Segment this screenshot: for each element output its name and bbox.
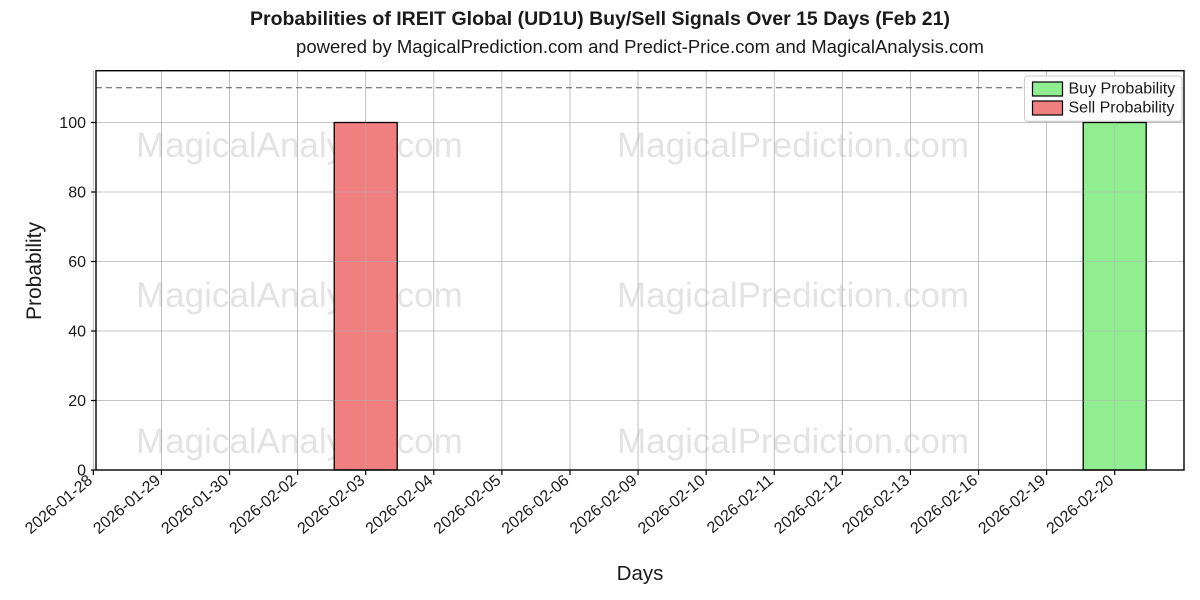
svg-text:2026-02-13: 2026-02-13 bbox=[839, 472, 913, 538]
svg-text:MagicalAnalysis.com: MagicalAnalysis.com bbox=[136, 276, 463, 315]
svg-text:40: 40 bbox=[68, 324, 86, 341]
svg-text:2026-01-28: 2026-01-28 bbox=[22, 472, 96, 538]
svg-text:Buy Probability: Buy Probability bbox=[1069, 81, 1176, 98]
svg-text:100: 100 bbox=[59, 115, 86, 132]
svg-text:2026-02-02: 2026-02-02 bbox=[227, 472, 301, 538]
svg-text:MagicalPrediction.com: MagicalPrediction.com bbox=[617, 276, 969, 315]
svg-text:2026-02-03: 2026-02-03 bbox=[295, 472, 369, 538]
svg-text:MagicalAnalysis.com: MagicalAnalysis.com bbox=[136, 126, 463, 165]
svg-text:60: 60 bbox=[68, 254, 86, 271]
svg-text:20: 20 bbox=[68, 393, 86, 410]
svg-text:2026-02-06: 2026-02-06 bbox=[499, 472, 573, 538]
svg-text:2026-02-12: 2026-02-12 bbox=[771, 472, 845, 538]
svg-text:2026-02-04: 2026-02-04 bbox=[363, 472, 437, 538]
svg-text:2026-02-10: 2026-02-10 bbox=[635, 472, 709, 538]
svg-text:2026-01-30: 2026-01-30 bbox=[158, 472, 232, 538]
svg-text:2026-02-19: 2026-02-19 bbox=[976, 472, 1050, 538]
svg-text:MagicalPrediction.com: MagicalPrediction.com bbox=[617, 422, 969, 461]
svg-text:2026-01-29: 2026-01-29 bbox=[90, 472, 164, 538]
svg-text:MagicalAnalysis.com: MagicalAnalysis.com bbox=[136, 422, 463, 461]
svg-text:2026-02-20: 2026-02-20 bbox=[1044, 472, 1118, 538]
svg-text:2026-02-11: 2026-02-11 bbox=[704, 472, 777, 537]
svg-text:2026-02-16: 2026-02-16 bbox=[907, 472, 981, 538]
svg-text:Sell Probability: Sell Probability bbox=[1069, 100, 1175, 117]
svg-text:2026-02-05: 2026-02-05 bbox=[431, 472, 505, 538]
svg-text:2026-02-09: 2026-02-09 bbox=[567, 472, 641, 538]
svg-text:MagicalPrediction.com: MagicalPrediction.com bbox=[617, 126, 969, 165]
svg-text:80: 80 bbox=[68, 185, 86, 202]
